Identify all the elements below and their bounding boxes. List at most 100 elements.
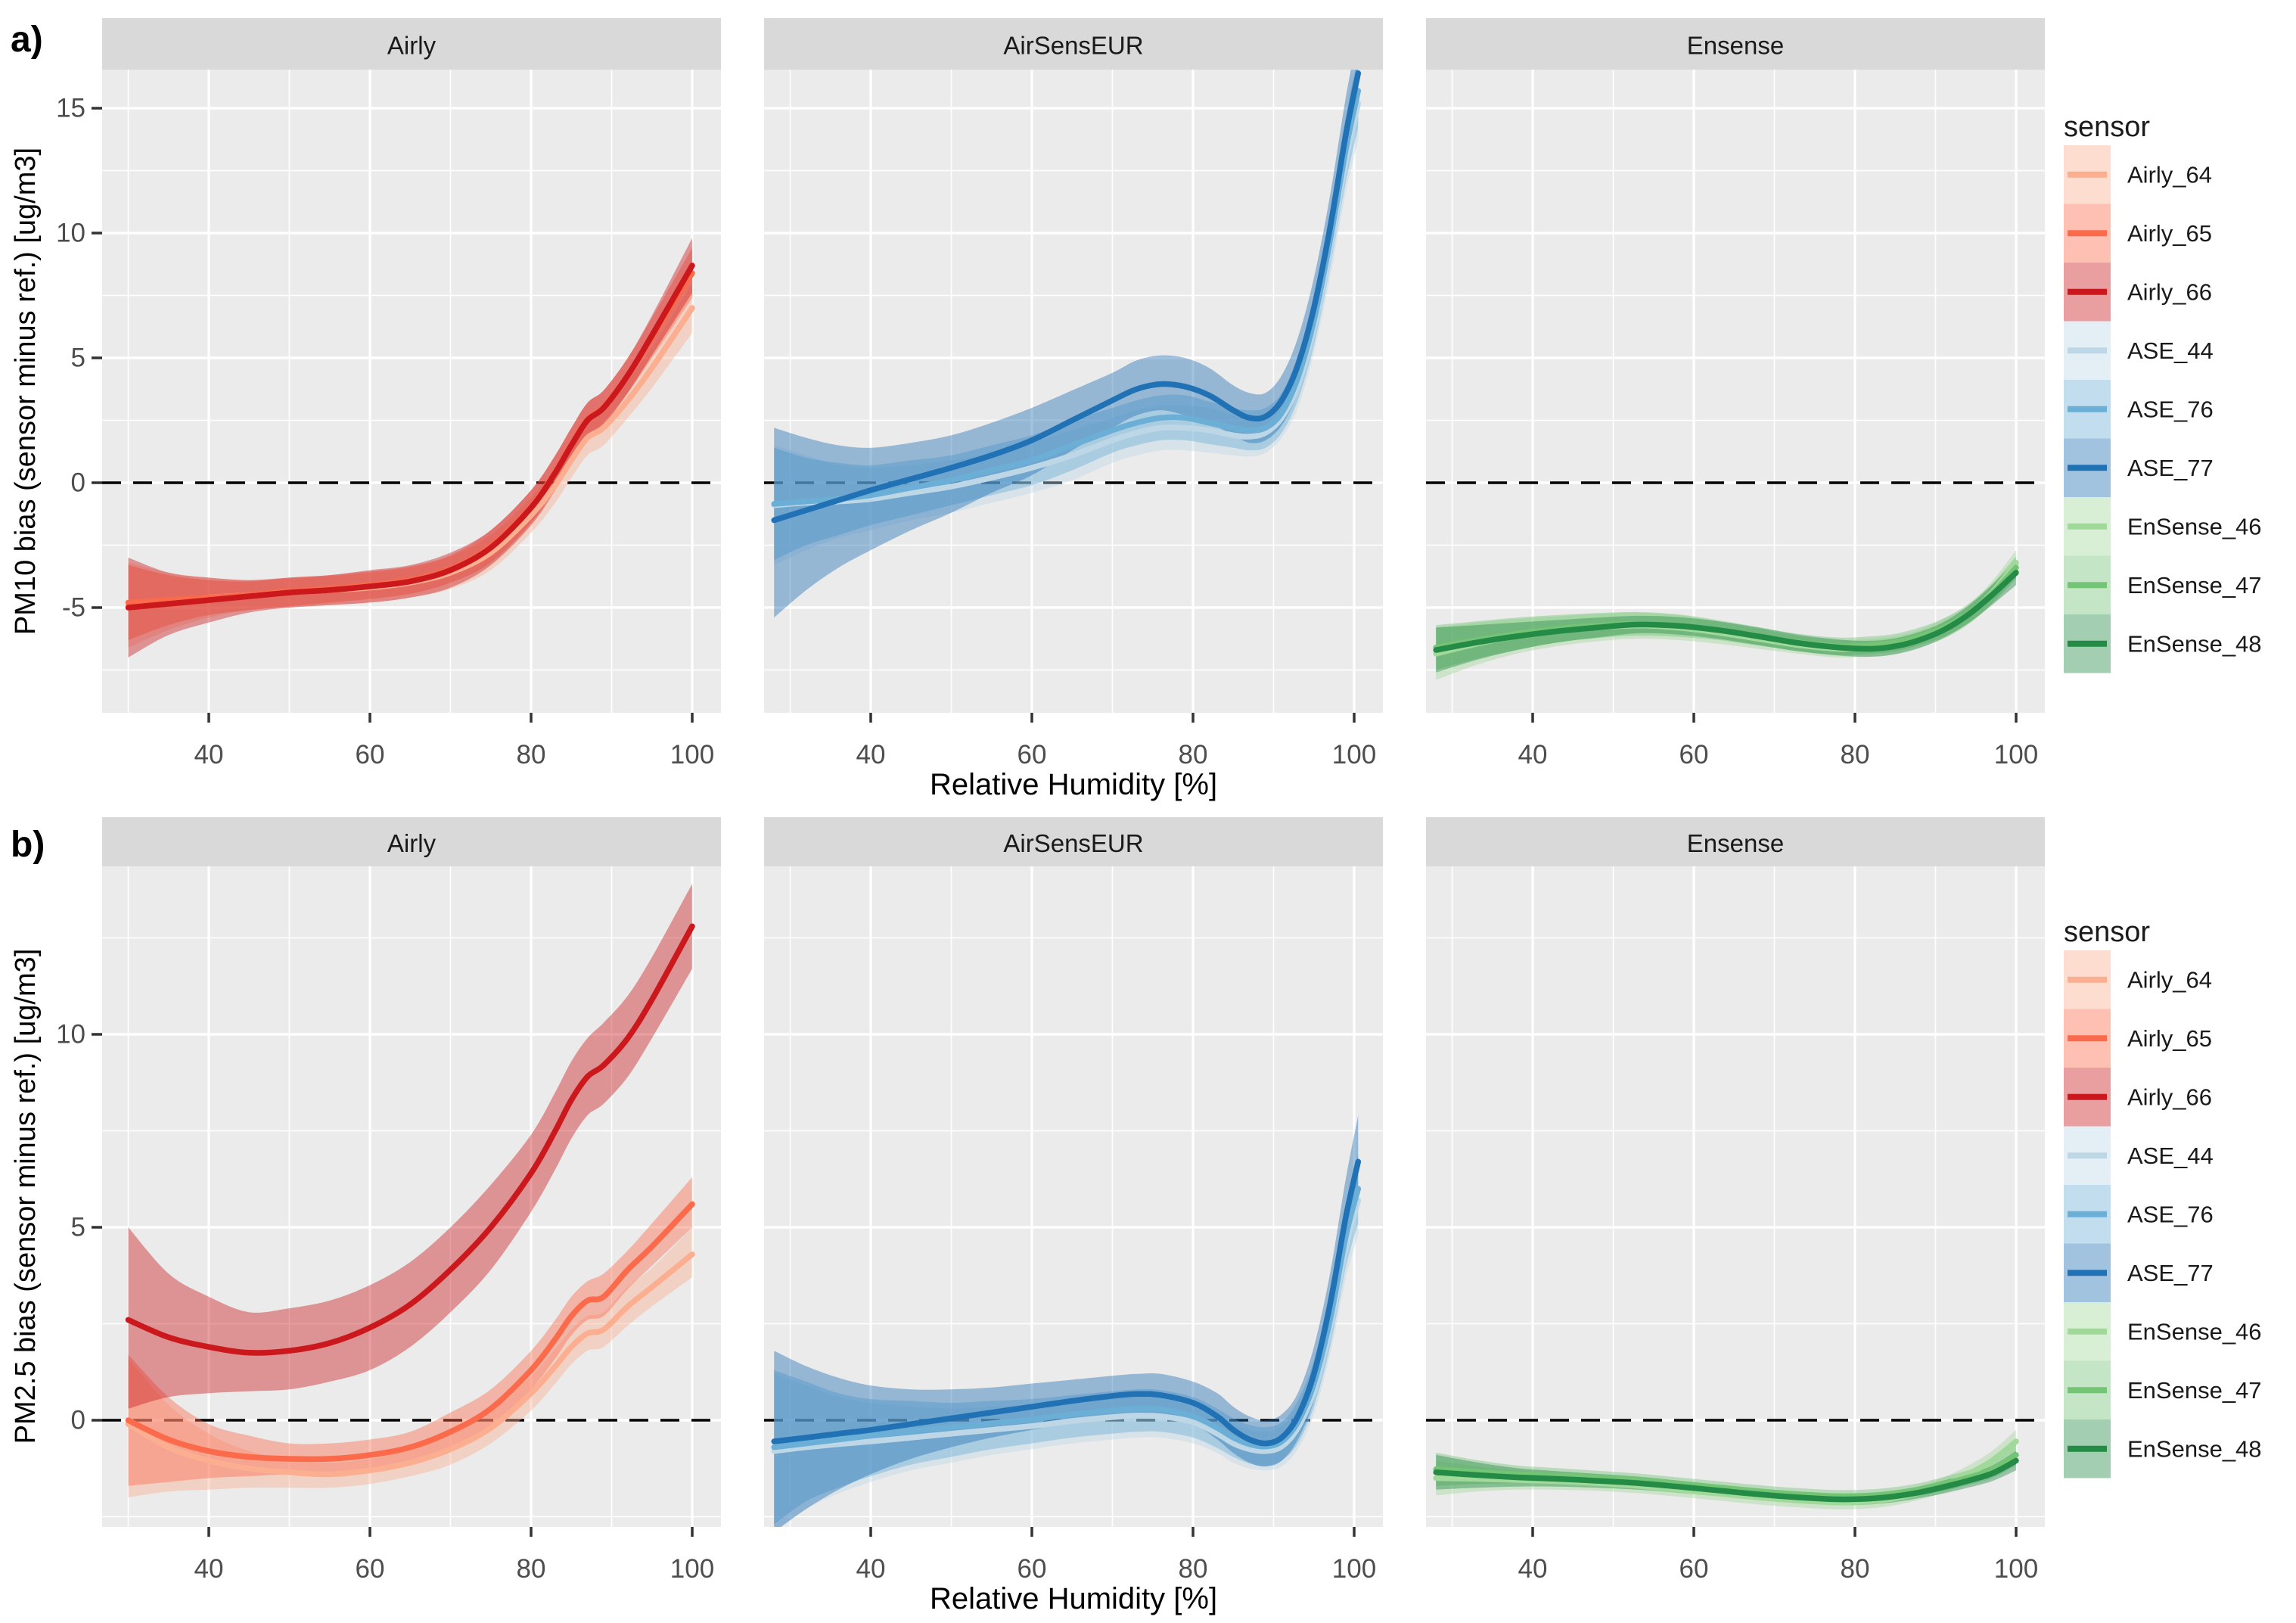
legend-label-Airly_64: Airly_64 — [2127, 161, 2212, 188]
smooth-line-EnSense_48 — [1433, 570, 2019, 653]
panel-plot-area — [102, 70, 721, 713]
legend-label-EnSense_48: EnSense_48 — [2127, 1435, 2262, 1462]
panel-bg — [764, 70, 1383, 713]
y-tick-label: 10 — [56, 219, 85, 248]
legend-title-row-b: sensor — [2064, 916, 2150, 948]
facet-strip — [1426, 817, 2045, 866]
panel-plot-area — [764, 866, 1383, 1527]
legend-label-ASE_44: ASE_44 — [2127, 337, 2214, 364]
x-tick-label: 40 — [1518, 740, 1548, 770]
legend-label-ASE_77: ASE_77 — [2127, 1260, 2214, 1286]
legend-label-Airly_66: Airly_66 — [2127, 1084, 2212, 1110]
x-tick-label: 100 — [1332, 740, 1376, 770]
ribbon-ASE_44 — [774, 70, 1359, 565]
ribbon-ASE_76 — [774, 70, 1359, 561]
panel-plot-area — [1426, 866, 2045, 1527]
x-tick-label: 40 — [856, 740, 886, 770]
x-axis-title-row-a: Relative Humidity [%] — [930, 768, 1217, 801]
legend-label-ASE_76: ASE_76 — [2127, 1201, 2214, 1227]
legend-label-EnSense_47: EnSense_47 — [2127, 1377, 2262, 1404]
x-tick-label: 40 — [194, 1554, 224, 1584]
facet-strip-label: Airly — [387, 32, 437, 60]
legend-label-ASE_76: ASE_76 — [2127, 396, 2214, 422]
legend-label-EnSense_46: EnSense_46 — [2127, 1318, 2262, 1345]
facet-strip-label: Ensense — [1687, 32, 1784, 60]
legend-title-row-a: sensor — [2064, 111, 2150, 143]
ribbon-EnSense_47 — [1436, 556, 2016, 670]
facet-strip — [764, 18, 1383, 70]
facet-strip — [1426, 18, 2045, 70]
x-tick-label: 100 — [670, 1554, 714, 1584]
x-tick-label: 60 — [356, 1554, 385, 1584]
smooth-line-ASE_76 — [771, 88, 1362, 507]
facet-strip — [764, 817, 1383, 866]
y-tick-label: 5 — [71, 1213, 85, 1242]
x-tick-label: 100 — [1994, 1554, 2038, 1584]
smooth-line-EnSense_48 — [1433, 1457, 2019, 1503]
panel-plot-area — [1426, 70, 2045, 713]
panel-bg — [102, 866, 721, 1527]
x-tick-label: 60 — [1018, 740, 1047, 770]
ribbon-Airly_64 — [128, 1227, 692, 1497]
smooth-line-ASE_77 — [771, 70, 1362, 524]
smooth-line-Airly_66 — [125, 923, 695, 1356]
x-tick-label: 80 — [517, 1554, 546, 1584]
facet-strip-label: Ensense — [1687, 829, 1784, 857]
smooth-line-ASE_77 — [771, 1158, 1362, 1447]
y-tick-label: 5 — [71, 344, 85, 373]
facet-strip-label: AirSensEUR — [1003, 32, 1143, 60]
legend-label-Airly_64: Airly_64 — [2127, 966, 2212, 993]
legend-label-Airly_65: Airly_65 — [2127, 1025, 2212, 1052]
facet-strip — [102, 18, 721, 70]
legend-label-EnSense_46: EnSense_46 — [2127, 513, 2262, 539]
x-tick-label: 80 — [1841, 740, 1870, 770]
panel-tag-a: a) — [11, 20, 43, 60]
x-tick-label: 40 — [856, 1554, 886, 1584]
smooth-line-EnSense_47 — [1433, 1452, 2019, 1500]
y-axis-title-row-b: PM2.5 bias (sensor minus ref.) [ug/m3] — [10, 949, 42, 1444]
legend-label-ASE_44: ASE_44 — [2127, 1143, 2214, 1169]
smooth-line-Airly_65 — [125, 1201, 695, 1463]
facet-strip-label: AirSensEUR — [1003, 829, 1143, 857]
ribbon-EnSense_46 — [1436, 1429, 2016, 1510]
y-tick-label: 15 — [56, 94, 85, 123]
legend-label-EnSense_48: EnSense_48 — [2127, 630, 2262, 657]
y-tick-label: 0 — [71, 468, 85, 498]
y-axis-title-row-a: PM10 bias (sensor minus ref.) [ug/m3] — [10, 148, 42, 635]
panel-plot-area — [764, 70, 1383, 713]
x-tick-label: 60 — [1018, 1554, 1047, 1584]
panel-bg — [1426, 866, 2045, 1527]
facet-strip — [102, 817, 721, 866]
legend-label-Airly_65: Airly_65 — [2127, 220, 2212, 247]
legend-label-Airly_66: Airly_66 — [2127, 278, 2212, 305]
legend-label-ASE_77: ASE_77 — [2127, 455, 2214, 481]
y-tick-label: 0 — [71, 1406, 85, 1435]
x-tick-label: 60 — [1679, 740, 1709, 770]
x-tick-label: 100 — [670, 740, 714, 770]
ribbon-ASE_77 — [774, 70, 1359, 618]
x-tick-label: 100 — [1332, 1554, 1376, 1584]
x-tick-label: 80 — [517, 740, 546, 770]
smooth-line-Airly_66 — [125, 263, 695, 611]
y-tick-label: -5 — [62, 593, 85, 623]
legend-label-EnSense_47: EnSense_47 — [2127, 572, 2262, 599]
smooth-line-Airly_64 — [125, 1251, 695, 1478]
x-tick-label: 80 — [1179, 740, 1208, 770]
facet-strip-label: Airly — [387, 829, 437, 857]
y-tick-label: 10 — [56, 1020, 85, 1049]
x-axis-title-row-b: Relative Humidity [%] — [930, 1582, 1217, 1615]
x-tick-label: 80 — [1179, 1554, 1208, 1584]
x-tick-label: 40 — [194, 740, 224, 770]
x-tick-label: 100 — [1994, 740, 2038, 770]
panel-tag-b: b) — [11, 825, 45, 865]
ribbon-Airly_64 — [128, 283, 692, 648]
panel-plot-area — [102, 866, 721, 1527]
x-tick-label: 60 — [356, 740, 385, 770]
x-tick-label: 40 — [1518, 1554, 1548, 1584]
x-tick-label: 60 — [1679, 1554, 1709, 1584]
panel-bg — [1426, 70, 2045, 713]
x-tick-label: 80 — [1841, 1554, 1870, 1584]
